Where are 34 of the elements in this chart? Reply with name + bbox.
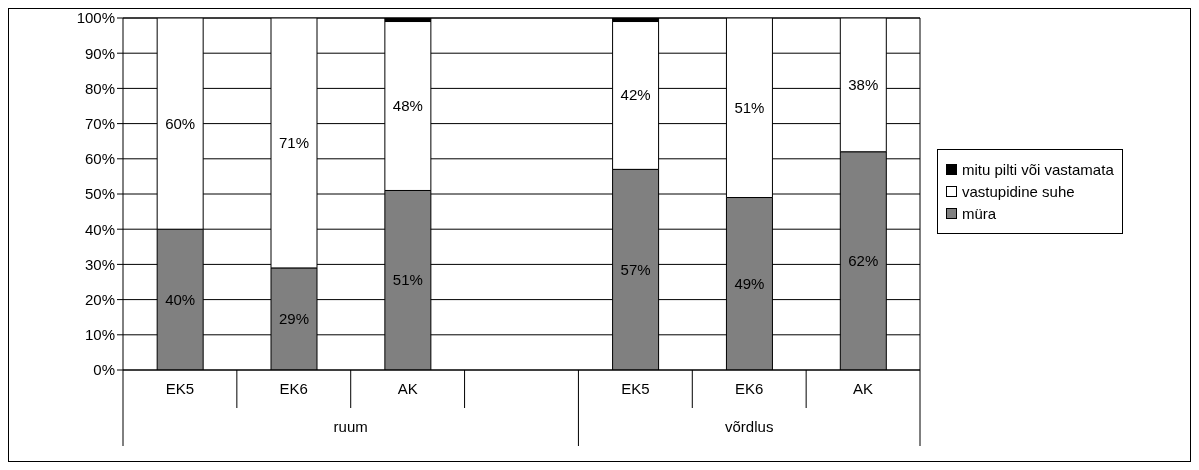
text: ruum <box>333 418 368 435</box>
x-tick-label: EK6 <box>735 380 764 397</box>
y-tick-label: 90% <box>84 44 115 62</box>
data-label: 51% <box>392 271 423 289</box>
x-tick-label: EK5 <box>165 380 195 397</box>
y-tick-label: 0% <box>93 361 115 379</box>
data-label: 57% <box>620 260 651 278</box>
data-label: 38% <box>848 75 879 93</box>
y-tick-label: 40% <box>84 220 115 238</box>
x-tick-label: EK6 <box>279 380 308 397</box>
y-tick-label: 10% <box>84 326 115 344</box>
y-tick-label: 80% <box>84 79 115 97</box>
y-tick-label: 60% <box>84 150 115 168</box>
y-tick-label: 100% <box>76 9 115 27</box>
y-tick-label: 30% <box>84 255 115 273</box>
y-tick-label: 20% <box>84 290 115 308</box>
y-tick-label: 50% <box>84 185 115 203</box>
data-label: 42% <box>620 86 651 104</box>
data-label: 60% <box>165 114 196 132</box>
x-tick-label: AK <box>397 380 418 397</box>
data-label: 49% <box>734 274 765 292</box>
data-label: 51% <box>734 98 765 116</box>
x-tick-label: EK5 <box>621 380 650 397</box>
legend-label: vastupidine suhe <box>962 183 1075 200</box>
data-label: 71% <box>279 133 310 151</box>
data-label: 48% <box>392 97 423 114</box>
data-label: 40% <box>165 290 196 308</box>
x-tick-label: AK <box>853 380 874 397</box>
legend-label: mitu pilti või vastamata <box>962 161 1114 178</box>
legend-label: müra <box>962 205 997 222</box>
data-label: 62% <box>848 251 879 269</box>
text: võrdlus <box>725 418 774 435</box>
y-tick-label: 70% <box>84 114 115 132</box>
data-label: 29% <box>279 309 310 327</box>
